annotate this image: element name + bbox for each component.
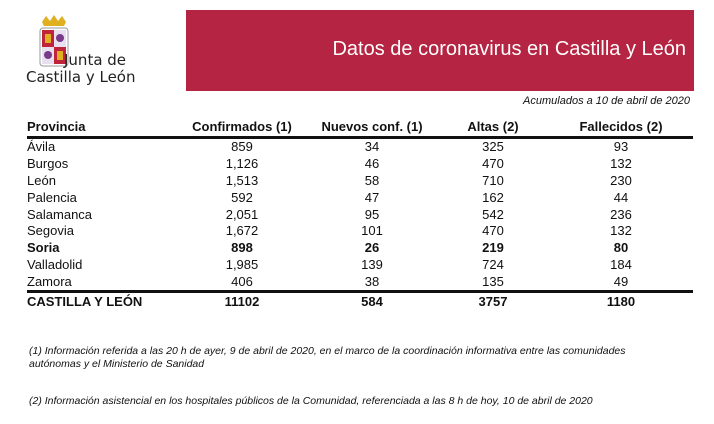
table-cell: 26 bbox=[364, 240, 380, 256]
table-cell: 542 bbox=[482, 206, 504, 222]
table-cell: 230 bbox=[610, 172, 632, 188]
table-cell: 101 bbox=[361, 223, 383, 239]
table-cell: 38 bbox=[364, 273, 380, 289]
table-cell: Soria bbox=[27, 240, 60, 256]
title-banner: Datos de coronavirus en Castilla y León bbox=[186, 10, 694, 91]
table-cell: Burgos bbox=[27, 156, 69, 172]
table-cell: 236 bbox=[610, 206, 632, 222]
header-confirmados: Confirmados (1) bbox=[177, 117, 307, 139]
table-header: Provincia Confirmados (1) Nuevos conf. (… bbox=[27, 117, 693, 139]
data-table: Provincia Confirmados (1) Nuevos conf. (… bbox=[27, 117, 693, 311]
table-cell: 1,672 bbox=[225, 223, 259, 239]
table-cell: 80 bbox=[613, 240, 629, 256]
table-row: Soria 898 26 219 80 bbox=[27, 240, 693, 257]
table-cell: 49 bbox=[613, 273, 629, 289]
table-row: Zamora 406 38 135 49 bbox=[27, 273, 693, 291]
table-cell: 132 bbox=[610, 156, 632, 172]
table-cell: 162 bbox=[482, 189, 504, 205]
table-cell: 219 bbox=[482, 240, 504, 256]
footnote-2: (2) Información asistencial en los hospi… bbox=[29, 395, 593, 407]
coat-of-arms-icon bbox=[39, 15, 69, 67]
header-altas: Altas (2) bbox=[437, 117, 549, 139]
table-cell: 2,051 bbox=[225, 206, 259, 222]
junta-logo: Junta de Castilla y León bbox=[26, 14, 156, 94]
table-cell: 184 bbox=[610, 256, 632, 272]
table-cell: Ávila bbox=[27, 139, 56, 155]
header-provincia: Provincia bbox=[27, 117, 177, 139]
logo-line2: Castilla y León bbox=[26, 68, 136, 86]
table-cell: 592 bbox=[231, 189, 253, 205]
total-row: CASTILLA Y LEÓN 11102 584 3757 1180 bbox=[27, 290, 693, 311]
table-cell: 1,513 bbox=[225, 172, 259, 188]
table-cell: 406 bbox=[231, 273, 253, 289]
table-cell: 1,126 bbox=[225, 156, 259, 172]
table-cell: 132 bbox=[610, 223, 632, 239]
table-cell: 898 bbox=[231, 240, 253, 256]
table-cell: 1,985 bbox=[225, 256, 259, 272]
table-cell: 710 bbox=[482, 172, 504, 188]
table-cell: Palencia bbox=[27, 189, 77, 205]
table-row: Burgos 1,126 46 470 132 bbox=[27, 156, 693, 173]
table-cell: CASTILLA Y LEÓN bbox=[27, 290, 177, 311]
table-cell: 46 bbox=[364, 156, 380, 172]
table-row: Segovia 1,672 101 470 132 bbox=[27, 223, 693, 240]
table-cell: 584 bbox=[307, 290, 437, 311]
header-nuevos: Nuevos conf. (1) bbox=[307, 117, 437, 139]
table-cell: Valladolid bbox=[27, 256, 83, 272]
table-cell: 44 bbox=[613, 189, 629, 205]
table-row: Valladolid 1,985 139 724 184 bbox=[27, 257, 693, 274]
table-cell: Salamanca bbox=[27, 206, 93, 222]
table-row: Ávila 859 34 325 93 bbox=[27, 138, 693, 156]
table-cell: 470 bbox=[482, 223, 504, 239]
table-cell: 34 bbox=[364, 139, 380, 155]
table-cell: León bbox=[27, 172, 56, 188]
table-cell: 135 bbox=[482, 273, 504, 289]
table-cell: 95 bbox=[364, 206, 380, 222]
page-title: Datos de coronavirus en Castilla y León bbox=[332, 38, 686, 60]
table-cell: 93 bbox=[613, 139, 629, 155]
footnote-1: (1) Información referida a las 20 h de a… bbox=[29, 345, 626, 370]
table-row: León 1,513 58 710 230 bbox=[27, 173, 693, 190]
table-row: Palencia 592 47 162 44 bbox=[27, 189, 693, 206]
header-fallecidos: Fallecidos (2) bbox=[549, 117, 693, 139]
table-cell: 58 bbox=[364, 172, 380, 188]
table-cell: 139 bbox=[361, 256, 383, 272]
table-cell: 1180 bbox=[549, 290, 693, 311]
table-cell: Segovia bbox=[27, 223, 74, 239]
table-cell: 11102 bbox=[177, 290, 307, 311]
table-cell: 47 bbox=[364, 189, 380, 205]
logo-line1: Junta de bbox=[64, 51, 127, 69]
table-cell: Zamora bbox=[27, 273, 72, 289]
table-row: Salamanca 2,051 95 542 236 bbox=[27, 206, 693, 223]
table-cell: 470 bbox=[482, 156, 504, 172]
table-cell: 724 bbox=[482, 256, 504, 272]
table-cell: 859 bbox=[231, 139, 253, 155]
table-cell: 325 bbox=[482, 139, 504, 155]
date-subtitle: Acumulados a 10 de abril de 2020 bbox=[523, 95, 690, 107]
table-cell: 3757 bbox=[437, 290, 549, 311]
